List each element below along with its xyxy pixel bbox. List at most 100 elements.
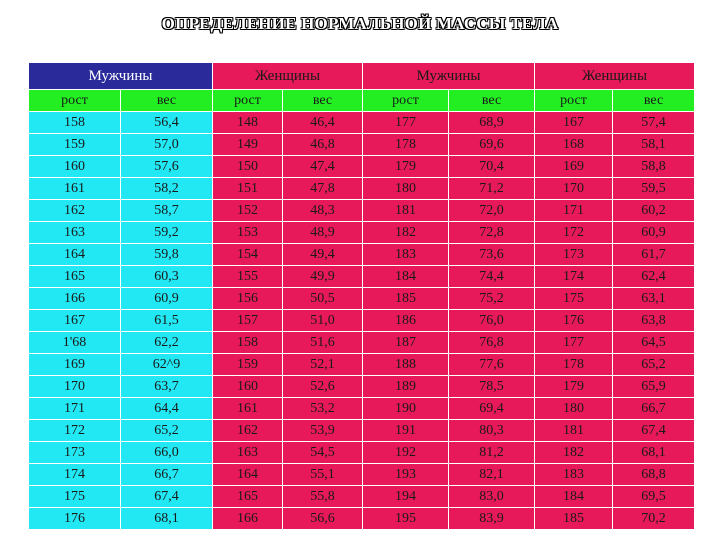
cell-women-height: 161 [212,397,283,420]
cell-men-height: 193 [362,463,450,486]
cell-women-weight: 49,9 [281,265,364,288]
cell-women-height: 170 [534,177,614,200]
cell-men-height: 159 [28,133,121,156]
cell-men-weight: 62,2 [120,331,213,354]
cell-women-height: 166 [212,507,283,530]
cell-women-weight: 63,8 [612,309,696,332]
cell-women-height: 168 [534,133,614,156]
cell-men-weight: 66,0 [120,441,213,464]
cell-women-height: 160 [212,375,283,398]
cell-men-weight: 66,7 [120,463,213,486]
cell-women-height: 183 [534,463,614,486]
cell-women-weight: 46,8 [281,133,364,156]
column-header-weight: вес [120,89,213,112]
cell-women-height: 171 [534,199,614,222]
cell-men-weight: 73,6 [448,243,536,266]
cell-men-height: 172 [28,419,121,442]
cell-men-weight: 56,4 [120,111,213,134]
cell-women-height: 181 [534,419,614,442]
cell-women-weight: 47,4 [281,155,364,178]
cell-women-weight: 62,4 [612,265,696,288]
cell-women-height: 182 [534,441,614,464]
group-header-women-2: Женщины [534,62,696,90]
cell-women-weight: 54,5 [281,441,364,464]
cell-women-weight: 53,9 [281,419,364,442]
cell-women-height: 177 [534,331,614,354]
cell-women-height: 164 [212,463,283,486]
cell-women-height: 185 [534,507,614,530]
cell-women-weight: 69,5 [612,485,696,508]
table-row: 159 57,0 149 46,8 178 69,6 168 58,1 [28,133,696,156]
cell-women-weight: 68,1 [612,441,696,464]
cell-women-height: 175 [534,287,614,310]
table-row: 162 58,7 152 48,3 181 72,0 171 60,2 [28,199,696,222]
cell-men-height: 187 [362,331,450,354]
cell-women-weight: 55,1 [281,463,364,486]
table-row: 161 58,2 151 47,8 180 71,2 170 59,5 [28,177,696,200]
cell-women-height: 179 [534,375,614,398]
table-row: 166 60,9 156 50,5 185 75,2 175 63,1 [28,287,696,310]
column-header-weight: вес [448,89,536,112]
cell-women-weight: 60,2 [612,199,696,222]
cell-men-weight: 72,8 [448,221,536,244]
table-row: 164 59,8 154 49,4 183 73,6 173 61,7 [28,243,696,266]
cell-men-height: 160 [28,155,121,178]
cell-women-height: 154 [212,243,283,266]
table-row: 163 59,2 153 48,9 182 72,8 172 60,9 [28,221,696,244]
cell-men-weight: 58,2 [120,177,213,200]
column-header-row: рост вес рост вес рост вес рост вес [28,89,696,112]
cell-men-height: 182 [362,221,450,244]
cell-men-weight: 57,6 [120,155,213,178]
weight-table: Мужчины Женщины Мужчины Женщины рост вес… [28,62,696,530]
table-row: 167 61,5 157 51,0 186 76,0 176 63,8 [28,309,696,332]
cell-men-weight: 57,0 [120,133,213,156]
cell-men-weight: 78,5 [448,375,536,398]
cell-men-height: 173 [28,441,121,464]
cell-women-height: 167 [534,111,614,134]
table-row: 170 63,7 160 52,6 189 78,5 179 65,9 [28,375,696,398]
cell-men-height: 165 [28,265,121,288]
cell-men-weight: 82,1 [448,463,536,486]
table-row: 160 57,6 150 47,4 179 70,4 169 58,8 [28,155,696,178]
cell-women-weight: 55,8 [281,485,364,508]
cell-women-height: 148 [212,111,283,134]
group-header-men-1: Мужчины [28,62,213,90]
cell-women-height: 180 [534,397,614,420]
table-row: 171 64,4 161 53,2 190 69,4 180 66,7 [28,397,696,420]
table-row: 174 66,7 164 55,1 193 82,1 183 68,8 [28,463,696,486]
cell-men-height: 184 [362,265,450,288]
cell-men-height: 190 [362,397,450,420]
cell-men-weight: 69,4 [448,397,536,420]
table-body: 158 56,4 148 46,4 177 68,9 167 57,4 159 57,0 149 46… [28,111,696,530]
cell-women-weight: 65,2 [612,353,696,376]
cell-men-weight: 60,3 [120,265,213,288]
cell-women-weight: 47,8 [281,177,364,200]
cell-men-weight: 81,2 [448,441,536,464]
cell-women-weight: 49,4 [281,243,364,266]
group-header-women-1: Женщины [211,62,364,90]
cell-women-weight: 48,9 [281,221,364,244]
cell-women-height: 149 [212,133,283,156]
cell-men-weight: 67,4 [120,485,213,508]
cell-women-weight: 56,6 [281,507,364,530]
cell-men-height: 183 [362,243,450,266]
cell-women-weight: 50,5 [281,287,364,310]
cell-women-weight: 51,6 [281,331,364,354]
cell-women-height: 165 [212,485,283,508]
cell-women-height: 155 [212,265,283,288]
cell-men-weight: 65,2 [120,419,213,442]
cell-men-weight: 62^9 [120,353,213,376]
cell-women-height: 152 [212,199,283,222]
cell-men-height: 169 [28,353,121,376]
cell-men-height: 176 [28,507,121,530]
table-row: 1'68 62,2 158 51,6 187 76,8 177 64,5 [28,331,696,354]
cell-women-height: 156 [212,287,283,310]
cell-women-weight: 64,5 [612,331,696,354]
page-title: ОПРЕДЕЛЕНИЕ НОРМАЛЬНОЙ МАССЫ ТЕЛА [161,14,559,33]
cell-men-weight: 83,0 [448,485,536,508]
cell-women-height: 159 [212,353,283,376]
cell-women-height: 157 [212,309,283,332]
cell-women-height: 150 [212,155,283,178]
table-row: 173 66,0 163 54,5 192 81,2 182 68,1 [28,441,696,464]
cell-men-weight: 64,4 [120,397,213,420]
